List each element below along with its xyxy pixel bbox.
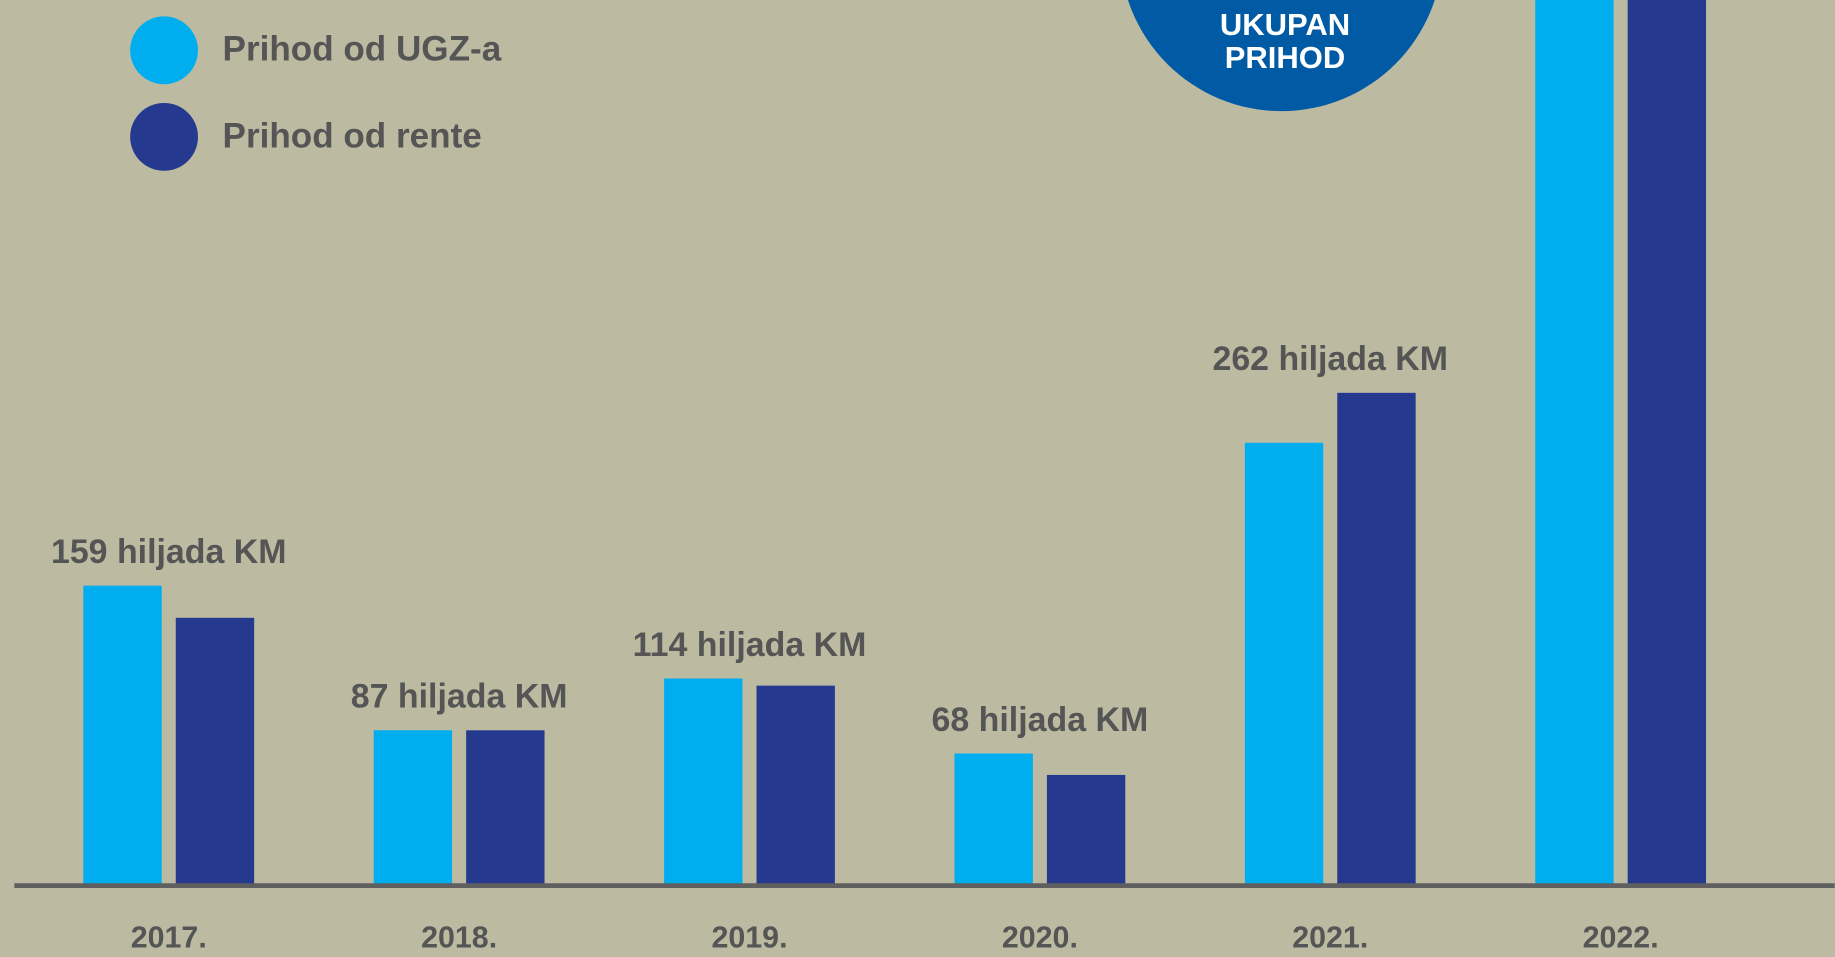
total-label: 87 hiljada KM [351, 678, 568, 716]
bar [664, 678, 743, 886]
total-label: 68 hiljada KM [932, 701, 1149, 739]
legend-label: Prihod od UGZ-a [223, 30, 502, 69]
badge-circle [1127, 0, 1435, 112]
bar [1046, 774, 1126, 886]
bar [954, 753, 1033, 886]
x-tick-label: 2018. [421, 920, 497, 954]
x-tick-label: 2017. [131, 920, 207, 954]
x-tick-label: 2020. [1002, 920, 1078, 954]
bar [756, 685, 835, 886]
bar [1244, 442, 1324, 886]
legend-swatch [130, 102, 198, 171]
bar [1337, 392, 1416, 886]
bar [466, 730, 545, 886]
legend-swatch [130, 16, 198, 85]
total-label: 262 hiljada KM [1212, 340, 1448, 378]
bar [1535, 0, 1614, 886]
x-tick-label: 2019. [711, 920, 787, 954]
x-tick-label: 2022. [1583, 920, 1659, 954]
total-label: 114 hiljada KM [633, 626, 867, 664]
bar [175, 617, 255, 886]
badge-label: UKUPAN PRIHOD [1219, 7, 1351, 75]
total-label: 159 hiljada KM [51, 533, 287, 571]
bar [83, 585, 162, 886]
bar [373, 730, 453, 886]
x-tick-label: 2021. [1292, 920, 1368, 954]
legend-label: Prihod od rente [223, 116, 482, 155]
bar [1627, 0, 1707, 886]
